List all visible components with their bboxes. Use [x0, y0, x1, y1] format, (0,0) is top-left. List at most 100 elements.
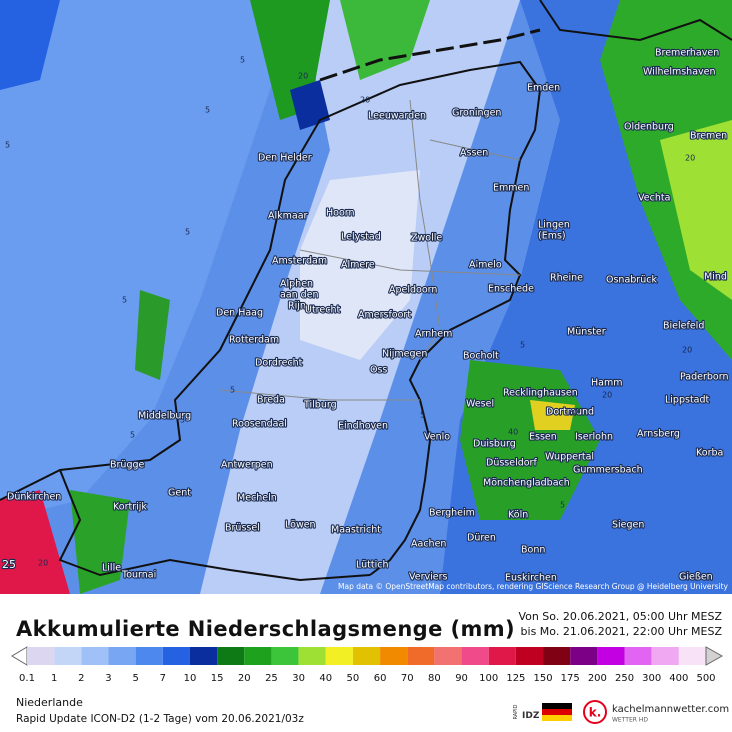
legend-swatch [543, 647, 571, 665]
city-label: Dordrecht [255, 358, 303, 369]
city-label: Eindhoven [338, 421, 388, 432]
legend-label: 60 [374, 673, 387, 684]
legend-label: 0.1 [19, 673, 35, 684]
legend-label: 200 [588, 673, 607, 684]
kachelmann-logo [583, 700, 607, 724]
contour-label: 40 [508, 428, 518, 437]
city-label: Arnsberg [637, 429, 680, 440]
city-label: Mönchengladbach [483, 478, 570, 489]
legend-swatch [217, 647, 245, 665]
city-label: Osnabrück [606, 275, 657, 286]
city-label: Oldenburg [624, 122, 674, 133]
legend-swatch [624, 647, 652, 665]
legend-swatch [298, 647, 326, 665]
legend-label: 150 [533, 673, 552, 684]
dark-cell [290, 80, 330, 130]
legend-label: 30 [292, 673, 305, 684]
city-label: Almere [341, 260, 375, 271]
city-label: Assen [460, 148, 488, 159]
city-label: (Ems) [538, 231, 566, 242]
city-label: Löwen [285, 520, 316, 531]
city-label: Hamm [591, 378, 622, 389]
legend-swatch [54, 647, 82, 665]
legend-label: 10 [184, 673, 197, 684]
city-label: Lelystad [341, 232, 381, 243]
be-border [58, 469, 371, 582]
provinces [219, 99, 521, 401]
city-label: Kortrijk [113, 502, 147, 513]
city-label: Euskirchen [505, 573, 557, 584]
city-label: Verviers [409, 572, 448, 583]
city-label: Venlo [424, 432, 450, 443]
legend-swatch [27, 647, 55, 665]
contour-label: 5 [205, 106, 210, 115]
city-label: Almelo [469, 260, 502, 271]
north-green-2 [340, 0, 430, 80]
city-label: Hoorn [326, 208, 355, 219]
legend-label: 500 [696, 673, 715, 684]
city-label: Düsseldorf [486, 458, 537, 469]
legend-swatch [380, 647, 408, 665]
city-labels: Bremerhaven Wilhelmshaven Emden Leeuwarden G… [5, 46, 730, 584]
legend-label: 175 [561, 673, 580, 684]
city-label: Lippstadt [665, 395, 710, 406]
contour-label: 5 [5, 141, 10, 150]
city-label: Düren [467, 533, 496, 544]
map: Map data © OpenStreetMap contributors, r… [0, 0, 732, 594]
legend-swatch [570, 647, 598, 665]
city-label: Wilhelmshaven [643, 67, 716, 78]
sw-red [0, 490, 70, 594]
city-label: Groningen [452, 108, 501, 119]
nl-border [0, 60, 542, 576]
contour-label: 5 [420, 411, 425, 420]
de-coast [539, 0, 732, 42]
contour-label: 5 [240, 56, 245, 65]
city-label: Lüttich [356, 560, 388, 571]
period-from: Von So. 20.06.2021, 05:00 Uhr MESZ [518, 610, 722, 623]
city-label: Paderborn [680, 372, 729, 383]
city-label: Duisburg [473, 439, 516, 450]
legend-label: 400 [669, 673, 688, 684]
legend-swatch [244, 647, 272, 665]
colorbar: 0.1 1 2 3 5 7 10 15 20 25 30 40 50 60 70 80 90 100 125 150 1… [19, 646, 724, 684]
city-label: Alkmaar [268, 211, 308, 222]
city-label: Bergheim [429, 508, 475, 519]
city-label: Arnhem [415, 329, 452, 340]
city-label: Münster [567, 327, 606, 338]
borders [0, 0, 732, 582]
contour-label: 20 [298, 72, 308, 81]
legend-label: 25 [265, 673, 278, 684]
city-label: Zwolle [411, 233, 442, 244]
legend-label: 7 [160, 673, 166, 684]
legend-label: 1 [51, 673, 57, 684]
light-core [300, 170, 420, 360]
city-label: Siegen [612, 520, 644, 531]
city-label: Middelburg [138, 411, 191, 422]
legend-swatch [271, 647, 299, 665]
legend-swatch [407, 647, 435, 665]
city-label: Maastricht [331, 525, 381, 536]
legend-label: 125 [506, 673, 525, 684]
legend-label: 5 [132, 673, 138, 684]
city-label: Den Haag [216, 308, 263, 319]
nw-dark [0, 0, 60, 90]
legend-label: 80 [428, 673, 441, 684]
site-sub: WETTER HD [612, 717, 648, 724]
legend-label: 50 [347, 673, 360, 684]
legend-swatch [651, 647, 679, 665]
contour-label: 5 [230, 386, 235, 395]
german-flag [542, 703, 572, 721]
city-label: Köln [508, 510, 528, 521]
city-label: Gummersbach [573, 465, 643, 476]
idz-logo: IDZ [522, 711, 540, 721]
legend-swatch [488, 647, 516, 665]
contour-label: 20 [38, 559, 48, 568]
city-label: Tilburg [303, 400, 337, 411]
city-label: Bocholt [463, 351, 499, 362]
legend-swatch [434, 647, 462, 665]
contour-label: 5 [130, 431, 135, 440]
legend-swatch [461, 647, 489, 665]
legend-swatch [325, 647, 353, 665]
corner-label: 25 [2, 558, 16, 571]
